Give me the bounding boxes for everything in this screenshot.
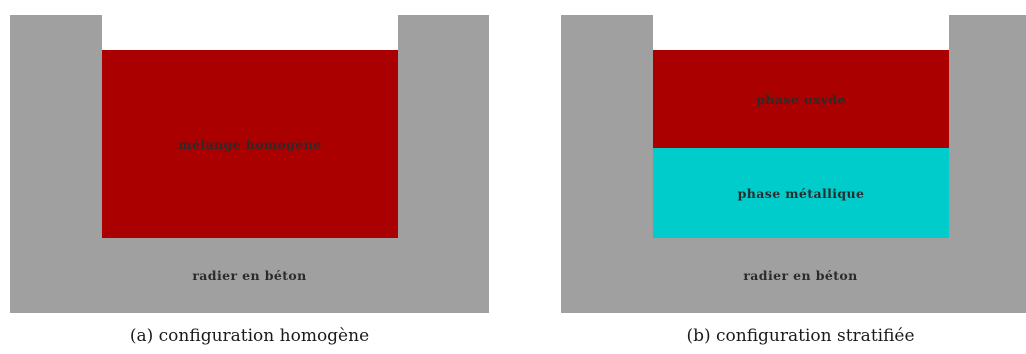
caption-stratified: (b) configuration stratifiée	[686, 326, 915, 346]
caption-homogeneous: (a) configuration homogène	[129, 326, 370, 346]
homogeneous-mixture-block: mélange homogène	[102, 50, 398, 238]
pool-opening	[102, 15, 398, 50]
pool-opening	[653, 15, 949, 50]
oxide-phase-label: phase oxyde	[756, 91, 846, 107]
metallic-phase-block: phase métallique	[653, 148, 949, 238]
concrete-basemat-label: radier en béton	[192, 268, 307, 283]
homogeneous-config-panel: mélange homogène radier en béton	[10, 15, 489, 313]
concrete-basemat-label: radier en béton	[743, 268, 858, 283]
homogeneous-mixture-label: mélange homogène	[178, 136, 322, 152]
metallic-phase-label: phase métallique	[737, 185, 865, 201]
oxide-phase-block: phase oxyde	[653, 50, 949, 148]
stratified-config-panel: phase oxyde phase métallique radier en b…	[561, 15, 1026, 313]
